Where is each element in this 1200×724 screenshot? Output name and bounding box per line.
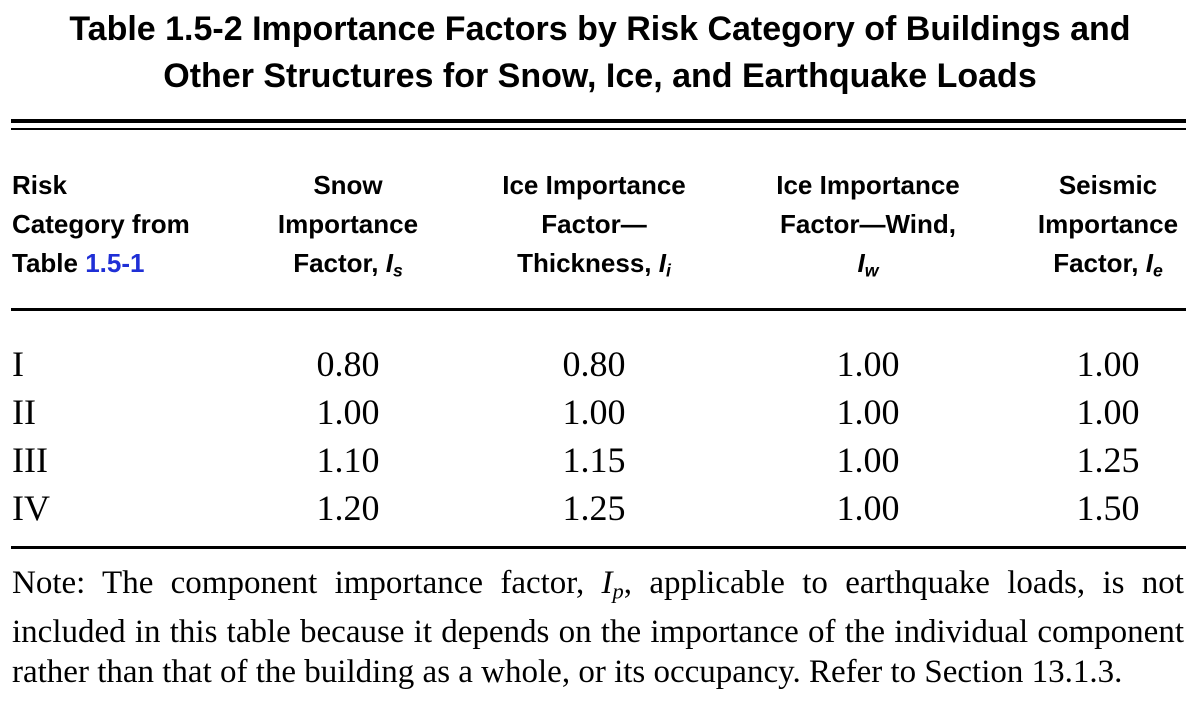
header-ice-thickness-prefix: Thickness, — [517, 248, 659, 278]
header-ice-wind-subscript: w — [864, 260, 879, 281]
header-risk-category: Risk Category from Table 1.5-1 — [12, 166, 190, 283]
cell-ice-wind-factor: 1.00 — [836, 488, 900, 528]
header-snow-symbol: I — [385, 248, 393, 278]
cell-ice-wind-factor: 1.00 — [836, 392, 900, 432]
header-ice-wind-line-1: Ice Importance — [776, 170, 960, 200]
header-risk-prefix: Table — [12, 248, 86, 278]
header-bottom-rule — [11, 308, 1186, 311]
table-note: Note: The component importance factor, I… — [12, 563, 1184, 692]
header-seismic-line-2: Importance — [1037, 209, 1179, 239]
header-risk-line-1: Risk — [12, 170, 67, 200]
header-snow-line-1: Snow — [313, 170, 383, 200]
header-seismic-line-3: Factor, Ie — [1020, 244, 1196, 290]
table-row: I 0.80 0.80 1.00 1.00 — [0, 340, 1200, 388]
header-ice-wind-factor: Ice Importance Factor—Wind, Iw — [748, 166, 988, 290]
header-snow-factor: Snow Importance Factor, Is — [248, 166, 448, 290]
header-snow-prefix: Factor, — [293, 248, 386, 278]
header-ice-wind-line-2: Factor—Wind, — [780, 209, 956, 239]
cell-snow-factor: 1.20 — [316, 488, 380, 528]
header-seismic-symbol: I — [1145, 248, 1153, 278]
header-ice-wind-line-3: Iw — [748, 244, 988, 290]
header-ice-thickness-subscript: i — [665, 260, 671, 281]
top-rule-thin — [11, 128, 1186, 130]
cell-ice-thickness-factor: 1.15 — [562, 440, 626, 480]
header-risk-line-3: Table 1.5-1 — [12, 244, 190, 283]
table-title: Table 1.5-2 Importance Factors by Risk C… — [0, 6, 1200, 100]
cell-seismic-factor: 1.25 — [1076, 440, 1140, 480]
cell-ice-thickness-factor: 1.00 — [562, 392, 626, 432]
table-row: IV 1.20 1.25 1.00 1.50 — [0, 484, 1200, 532]
cell-risk-category: I — [12, 344, 24, 384]
cell-snow-factor: 1.10 — [316, 440, 380, 480]
cell-seismic-factor: 1.00 — [1076, 392, 1140, 432]
header-ice-thickness-symbol: I — [658, 248, 666, 278]
header-seismic-prefix: Factor, — [1053, 248, 1146, 278]
header-snow-line-3: Factor, Is — [248, 244, 448, 290]
table-bottom-rule — [11, 546, 1186, 549]
table-title-line-1: Table 1.5-2 Importance Factors by Risk C… — [69, 10, 1131, 48]
table-title-line-2: Other Structures for Snow, Ice, and Eart… — [163, 57, 1037, 95]
table-row: II 1.00 1.00 1.00 1.00 — [0, 388, 1200, 436]
cell-seismic-factor: 1.50 — [1076, 488, 1140, 528]
cell-seismic-factor: 1.00 — [1076, 344, 1140, 384]
cell-ice-wind-factor: 1.00 — [836, 440, 900, 480]
header-ice-thickness-line-2: Factor— — [541, 209, 647, 239]
cell-snow-factor: 0.80 — [316, 344, 380, 384]
note-symbol: I — [601, 565, 613, 601]
header-snow-subscript: s — [392, 260, 403, 281]
header-seismic-line-1: Seismic — [1058, 170, 1158, 200]
header-seismic-subscript: e — [1152, 260, 1163, 281]
header-ice-thickness-line-1: Ice Importance — [502, 170, 686, 200]
header-ice-wind-symbol: I — [857, 248, 865, 278]
cell-risk-category: II — [12, 392, 36, 432]
cell-snow-factor: 1.00 — [316, 392, 380, 432]
header-snow-line-2: Importance — [277, 209, 419, 239]
top-rule-thick — [11, 119, 1186, 123]
cell-ice-thickness-factor: 0.80 — [562, 344, 626, 384]
header-risk-line-2: Category from — [12, 209, 190, 239]
cell-ice-wind-factor: 1.00 — [836, 344, 900, 384]
header-seismic-factor: Seismic Importance Factor, Ie — [1020, 166, 1196, 290]
note-text-end: , applicable to earthquake loads, is not… — [12, 565, 1184, 690]
cell-risk-category: IV — [12, 488, 50, 528]
cell-ice-thickness-factor: 1.25 — [562, 488, 626, 528]
header-ice-thickness-line-3: Thickness, Ii — [474, 244, 714, 290]
table-reference-link[interactable]: 1.5-1 — [85, 248, 145, 278]
header-ice-thickness-factor: Ice Importance Factor— Thickness, Ii — [474, 166, 714, 290]
cell-risk-category: III — [12, 440, 48, 480]
table-row: III 1.10 1.15 1.00 1.25 — [0, 436, 1200, 484]
note-subscript: p — [612, 578, 624, 604]
note-text-start: Note: The component importance factor, — [12, 565, 602, 601]
